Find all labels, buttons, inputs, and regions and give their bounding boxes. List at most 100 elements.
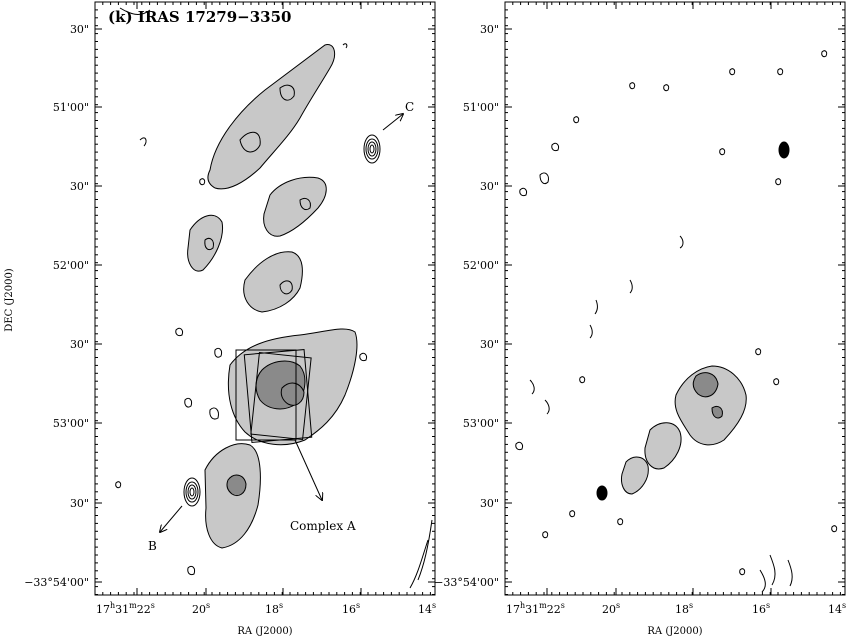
y-tick-label: −33°54'00": [434, 576, 499, 589]
left-contour-11: [199, 178, 206, 186]
right-contour-27: [663, 84, 670, 92]
y-tick-label: −33°54'00": [24, 576, 89, 589]
right-panel: 30" 51'00" 30" 52'00" 30" 53'00" 30" −33°54'00"…: [434, 1, 846, 616]
x-tick-label: 18s: [675, 601, 693, 616]
left-source-b: [183, 477, 201, 507]
right-contour-28: [775, 178, 782, 186]
source-b-contour-1: [183, 477, 201, 507]
y-tick-label: 30": [70, 338, 89, 351]
right-contour-14: [589, 324, 593, 339]
source-b-contour-2: [185, 481, 199, 503]
y-tick-label: 53'00": [463, 417, 499, 430]
left-contour-4: [204, 237, 214, 251]
right-source-b: [596, 485, 608, 501]
left-core-fill: [226, 360, 306, 497]
y-axis-title: DEC (J2000): [4, 268, 15, 332]
left-filament-center: [243, 251, 303, 313]
arrow-to-b: [160, 505, 183, 532]
left-x-axis-title: RA (J2000): [237, 626, 292, 637]
x-tick-label: 20s: [602, 601, 620, 616]
right-x-tick-labels: 17h31m22s 20s 18s 16s 14s: [506, 601, 846, 616]
source-c-contour-1: [363, 134, 381, 164]
y-tick-label: 30": [70, 23, 89, 36]
x-tick-label: 14s: [828, 601, 846, 616]
left-y-tick-labels: 30" 51'00" 30" 52'00" 30" 53'00" 30" −33°54'00": [24, 23, 89, 589]
left-panel-frame: [94, 1, 436, 596]
left-contours: [115, 7, 433, 589]
right-contour-4: [573, 116, 580, 124]
left-filament-north: [207, 44, 336, 190]
label-complex-a: Complex A: [290, 519, 356, 533]
y-tick-label: 52'00": [463, 259, 499, 272]
left-contour-7: [184, 397, 192, 408]
right-contour-29: [719, 148, 726, 156]
right-contour-11: [544, 399, 550, 415]
left-x-tick-labels: 17h31m22s 20s 18s 16s 14s: [96, 601, 436, 616]
right-contour-19: [542, 531, 549, 539]
right-contour-24: [739, 568, 746, 576]
left-contour-5: [279, 280, 293, 295]
left-contour-3: [299, 197, 311, 211]
right-contour-20: [831, 525, 838, 533]
left-contour-9: [187, 565, 195, 576]
left-panel-title: (k) IRAS 17279−3350: [108, 8, 292, 26]
x-tick-label: 16s: [752, 601, 770, 616]
right-contour-1: [539, 172, 549, 185]
left-contour-1: [239, 131, 261, 153]
right-contour-23: [787, 559, 793, 587]
right-contour-8: [755, 348, 762, 356]
left-core-3: [226, 474, 247, 497]
right-x-axis-title: RA (J2000): [647, 626, 702, 637]
right-contour-26: [629, 82, 636, 90]
left-core-2: [280, 382, 305, 406]
right-contour-6: [777, 68, 784, 76]
left-filament-south: [204, 443, 261, 549]
left-contour-15: [342, 43, 348, 49]
x-tick-label: 17h31m22s: [506, 601, 565, 616]
right-core-1: [692, 372, 719, 398]
right-contours: [515, 50, 838, 593]
x-tick-label: 17h31m22s: [96, 601, 155, 616]
source-c-contour-3: [367, 141, 377, 157]
left-contour-12: [175, 327, 183, 337]
complex-a-box-3: [250, 351, 312, 441]
right-contour-13: [594, 299, 598, 315]
source-c-contour-2: [365, 138, 379, 160]
x-tick-label: 14s: [418, 601, 436, 616]
left-edge-arc-1: [417, 519, 433, 581]
y-tick-label: 30": [70, 180, 89, 193]
left-source-c: [363, 134, 381, 164]
right-contour-16: [679, 235, 684, 249]
arrow-to-c: [382, 114, 403, 131]
right-y-tick-labels: 30" 51'00" 30" 52'00" 30" 53'00" 30" −33°54'00": [434, 23, 499, 589]
complex-a-boxes: [235, 349, 313, 443]
right-contour-10: [529, 379, 535, 395]
left-contour-13: [359, 352, 367, 362]
y-tick-label: 53'00": [53, 417, 89, 430]
right-ridge-ext-2: [621, 456, 649, 495]
y-tick-label: 30": [480, 497, 499, 510]
right-contour-17: [617, 518, 624, 526]
x-tick-label: 20s: [192, 601, 210, 616]
left-edge-arc-2: [409, 539, 429, 589]
source-b-contour-4: [189, 487, 195, 497]
right-core-2: [711, 405, 723, 419]
y-tick-label: 30": [480, 338, 499, 351]
right-contour-21: [769, 554, 776, 586]
left-contour-6: [214, 347, 222, 358]
y-tick-label: 30": [480, 23, 499, 36]
right-contour-5: [729, 68, 736, 76]
left-contour-14: [115, 481, 122, 489]
right-contour-2: [519, 187, 527, 197]
right-contour-25: [515, 441, 523, 451]
x-tick-label: 16s: [342, 601, 360, 616]
right-source-c-core: [778, 141, 790, 159]
y-tick-label: 52'00": [53, 259, 89, 272]
source-c-contour-4: [369, 144, 375, 154]
label-b: B: [148, 539, 157, 553]
source-b-contour-3: [187, 484, 197, 500]
right-contour-15: [629, 279, 633, 294]
left-axis-ticks: [94, 1, 435, 595]
y-tick-label: 30": [70, 497, 89, 510]
